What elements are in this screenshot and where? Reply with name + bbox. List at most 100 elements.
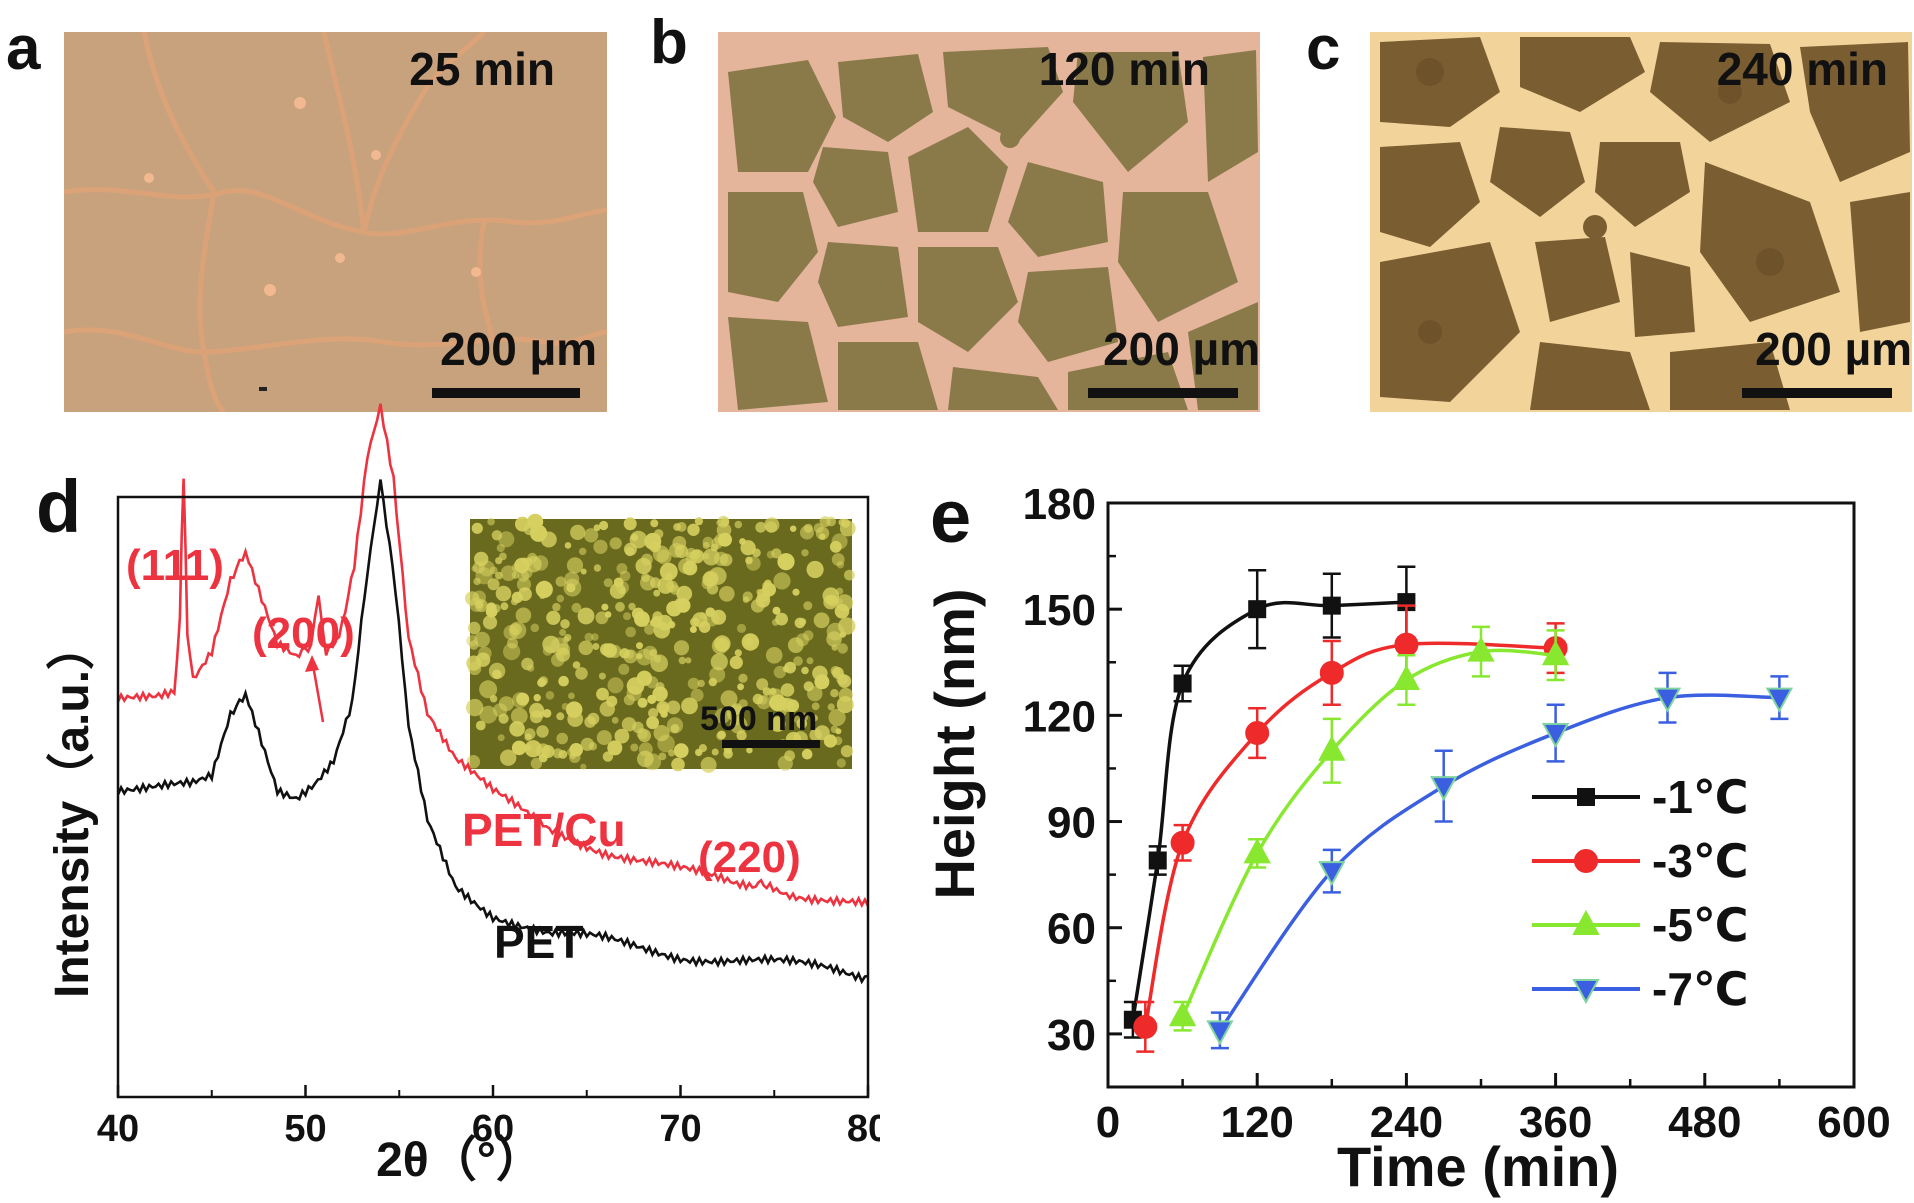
e-data-point <box>1245 721 1270 746</box>
panel-b-time: 120 min <box>1038 43 1210 95</box>
panel-letter-e: e <box>930 475 971 558</box>
inset-grain <box>670 724 680 733</box>
inset-grain <box>773 572 791 590</box>
d-label-pet: PET <box>494 916 583 968</box>
inset-grain <box>803 601 813 611</box>
inset-grain <box>777 553 795 571</box>
inset-grain <box>830 725 839 733</box>
inset-grain <box>762 581 770 590</box>
inset-grain <box>493 703 508 718</box>
inset-grain <box>602 751 614 762</box>
e-data-point <box>1243 838 1271 864</box>
inset-grains <box>465 513 856 773</box>
inset-grain <box>593 564 602 572</box>
inset-grain <box>503 643 521 661</box>
inset-grain <box>621 717 637 732</box>
inset-grain <box>746 556 761 571</box>
inset-grain <box>636 727 648 740</box>
inset-grain <box>784 661 796 674</box>
inset-grain <box>540 531 557 548</box>
e-plot-frame <box>1106 501 1856 1089</box>
e-data-point <box>1248 600 1267 619</box>
e-y-tick-label: 30 <box>1047 1011 1096 1060</box>
inset-grain <box>801 666 809 675</box>
inset-grain <box>524 733 532 741</box>
inset-grain <box>682 560 698 576</box>
inset-grain <box>695 748 703 757</box>
inset-grain <box>492 669 502 679</box>
inset-grain <box>607 740 623 756</box>
inset-grain <box>601 603 609 611</box>
inset-grain <box>673 743 689 759</box>
panel-a-scale-label: 200 µm <box>440 323 597 375</box>
inset-grain <box>734 520 743 529</box>
inset-grain <box>604 611 612 618</box>
e-data-point <box>1653 687 1682 713</box>
inset-grain <box>830 689 839 698</box>
inset-grain <box>652 686 668 702</box>
inset-grain <box>756 678 769 691</box>
inset-grain <box>516 577 532 592</box>
inset-grain <box>703 610 720 627</box>
inset-grain <box>784 750 795 762</box>
e-data-point <box>1541 723 1570 749</box>
inset-grain <box>690 688 704 702</box>
inset-grain <box>479 705 498 724</box>
d-label-pet-cu: PET/Cu <box>462 804 626 856</box>
inset-grain <box>836 673 848 685</box>
e-data-point <box>1318 735 1346 761</box>
inset-grain <box>587 712 600 725</box>
inset-grain <box>658 703 669 714</box>
inset-grain <box>515 607 532 624</box>
inset-grain <box>814 674 830 690</box>
inset-grain <box>687 677 700 690</box>
e-series-line <box>1181 648 1556 1017</box>
inset-grain <box>823 734 838 748</box>
inset-grain <box>827 703 835 711</box>
inset-grain <box>472 561 485 574</box>
inset-grain <box>840 745 854 758</box>
panel-b-scale-label: 200 µm <box>1103 323 1260 375</box>
inset-grain <box>465 591 480 606</box>
inset-grain <box>542 635 560 654</box>
inset-grain <box>560 619 570 629</box>
inset-grain <box>792 588 800 596</box>
inset-grain <box>836 587 844 595</box>
d-series-pet-cu <box>116 403 870 909</box>
e-series-line <box>1131 600 1407 1021</box>
inset-grain <box>742 591 753 602</box>
inset-grain <box>575 667 588 680</box>
inset-grain <box>511 571 520 579</box>
e-y-tick-label: 150 <box>1023 586 1096 635</box>
inset-grain <box>593 539 608 554</box>
inset-grain <box>650 654 668 672</box>
e-data-point <box>1394 632 1419 657</box>
e-data-point <box>1133 1014 1158 1039</box>
e-x-tick-label: 360 <box>1519 1098 1592 1147</box>
chart-d-xrd: d 500 nm 40 50 60 70 80 (111) (200) (220) PE… <box>36 403 880 1187</box>
inset-grain <box>700 756 717 773</box>
inset-grain <box>556 732 568 745</box>
inset-grain <box>838 687 853 703</box>
inset-grain <box>618 663 630 675</box>
inset-grain <box>729 655 743 670</box>
e-x-tick-label: 600 <box>1817 1098 1890 1147</box>
e-data-point <box>1148 851 1167 870</box>
inset-grain <box>685 657 692 664</box>
panel-c-scale-bar <box>1742 388 1892 398</box>
panel-c-scale-label: 200 µm <box>1755 323 1912 375</box>
inset-grain <box>811 714 818 722</box>
panel-b-scale-bar <box>1088 388 1238 398</box>
e-legend-marker <box>1574 849 1598 873</box>
inset-grain <box>487 517 495 526</box>
inset-grain <box>471 522 483 534</box>
inset-grain <box>836 598 843 606</box>
inset-grain <box>578 640 594 656</box>
inset-grain <box>809 728 822 742</box>
inset-grain <box>666 600 682 617</box>
e-data-point <box>1318 861 1346 887</box>
inset-grain <box>509 623 522 636</box>
inset-grain <box>619 648 630 659</box>
e-series-line <box>1218 693 1780 1032</box>
inset-grain <box>737 683 744 691</box>
